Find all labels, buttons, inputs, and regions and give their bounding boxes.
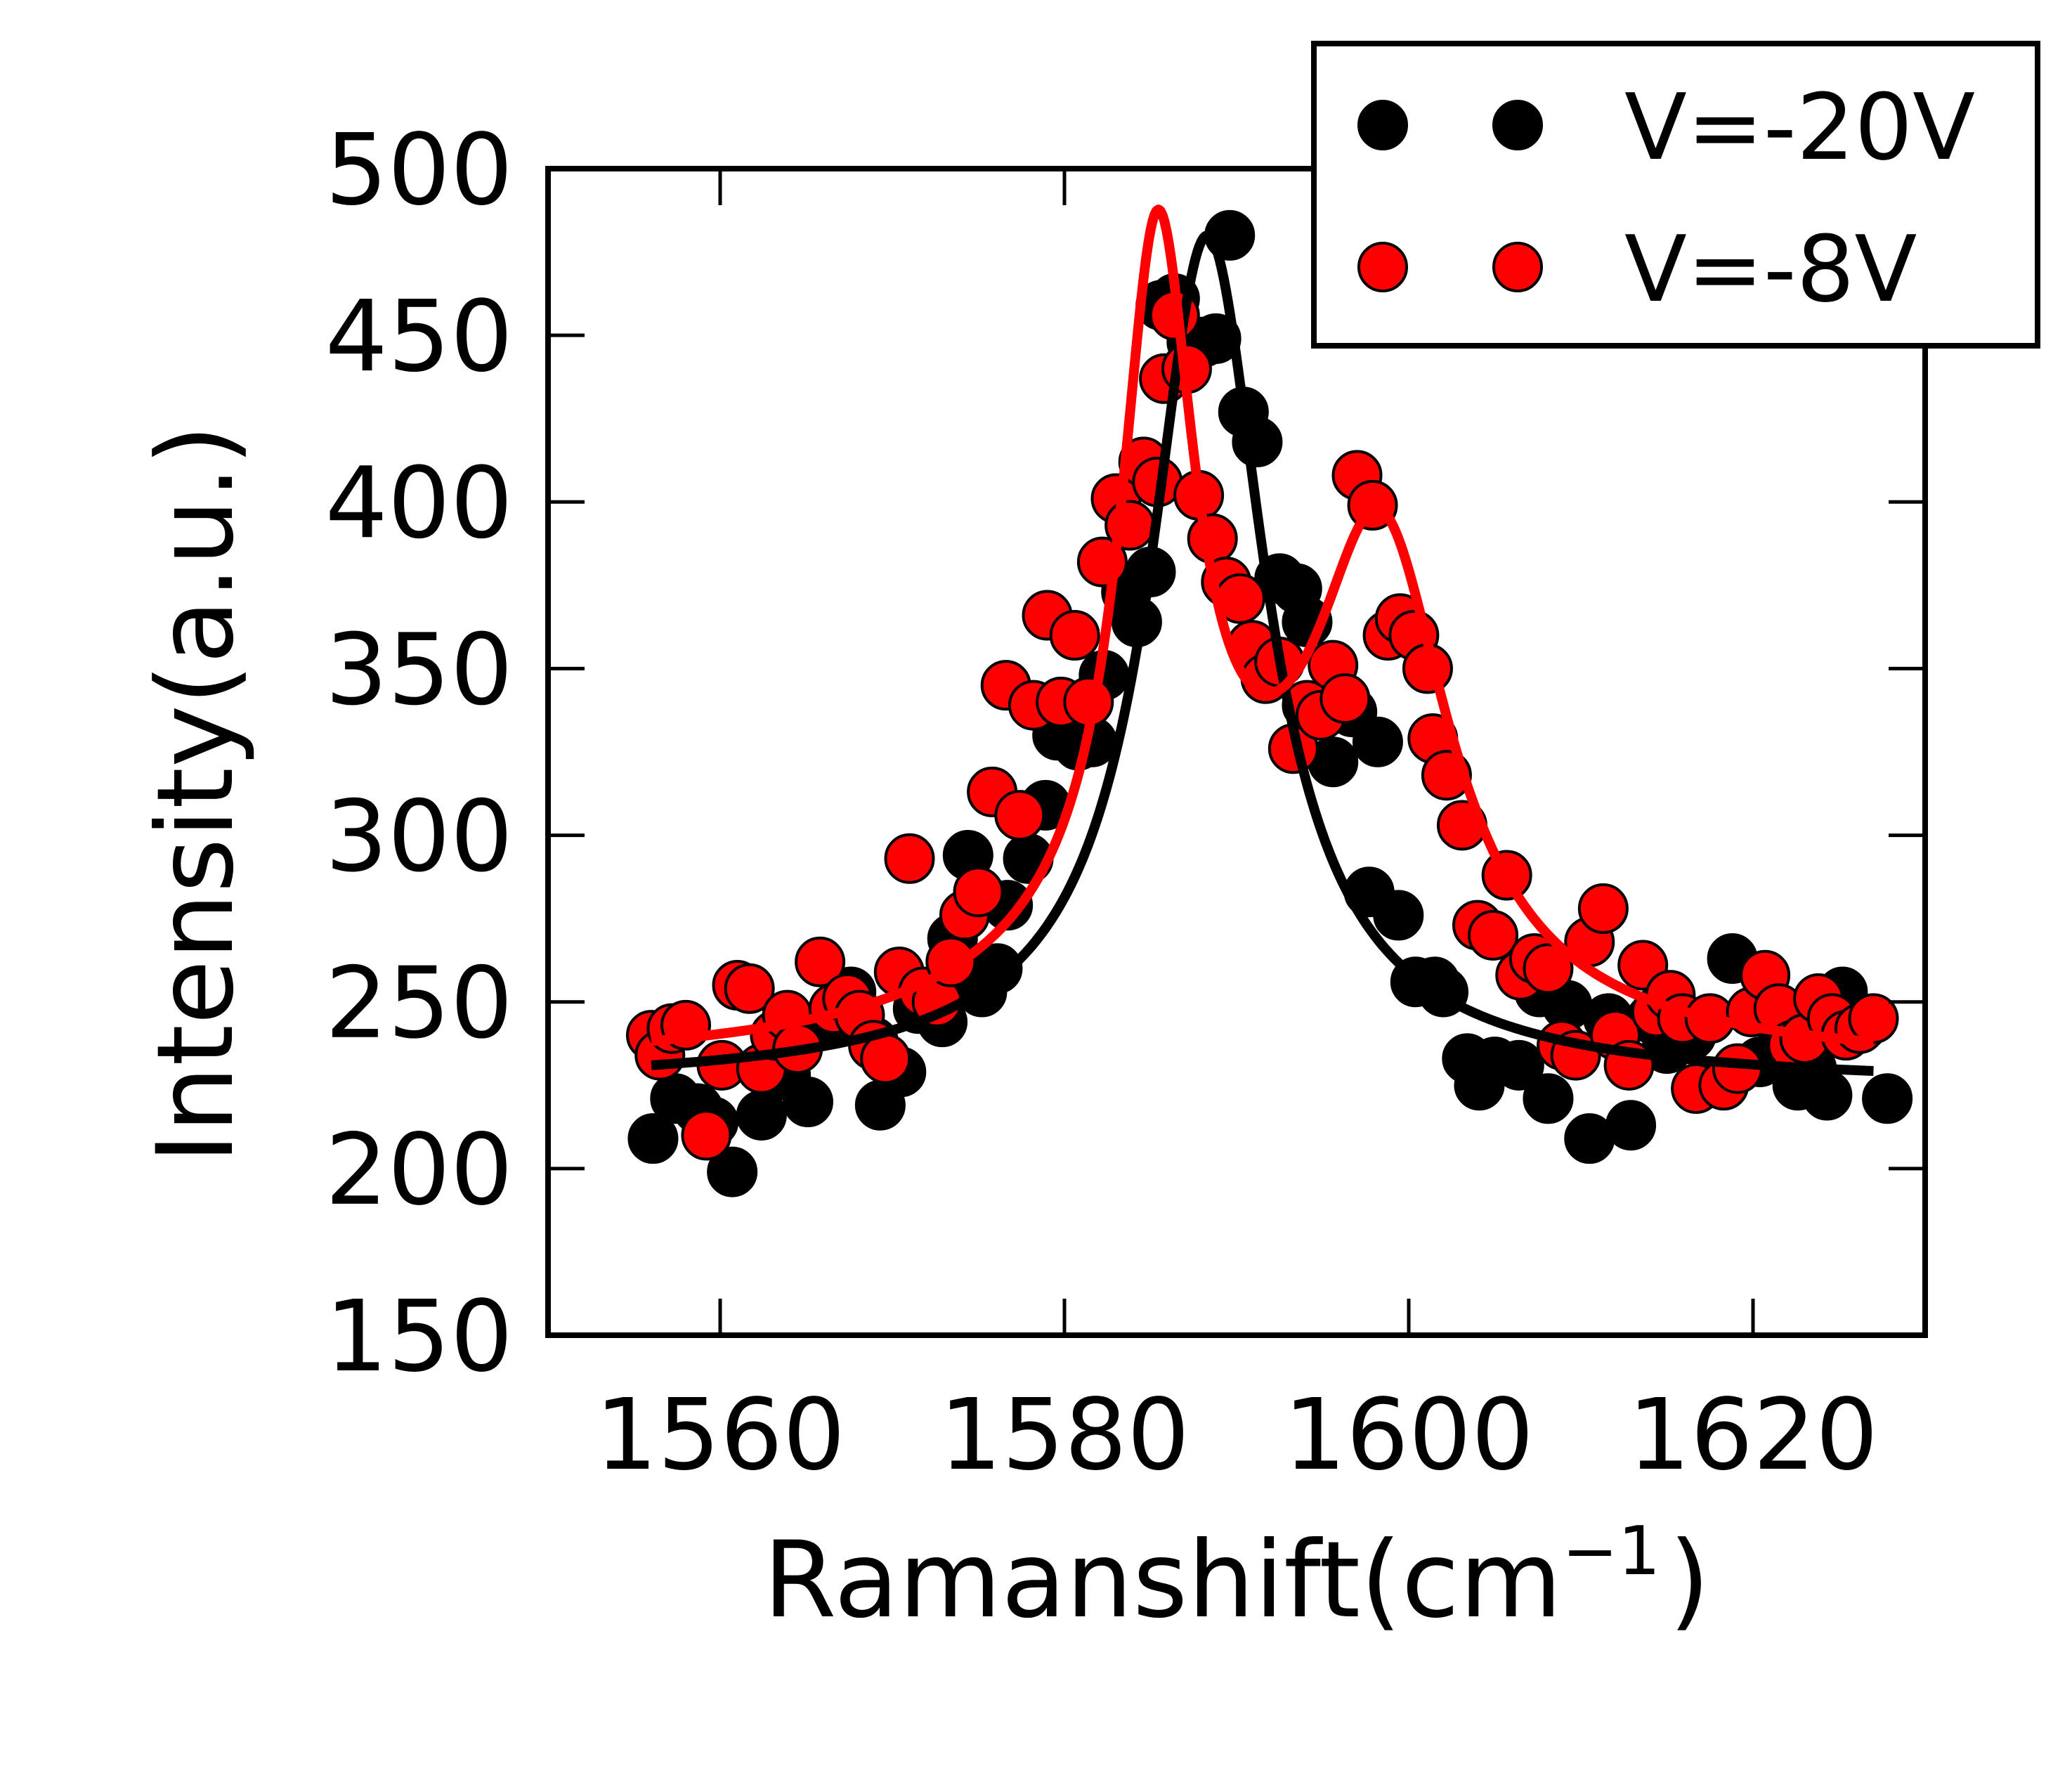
x-tick-label: 1580	[939, 1378, 1190, 1493]
data-point	[1605, 1100, 1657, 1151]
y-tick-label: 400	[325, 446, 513, 561]
x-tick-label: 1600	[1284, 1378, 1534, 1493]
fit-line-v-20	[648, 230, 1877, 1076]
data-point	[1320, 673, 1371, 725]
y-axis-label: Intensity(a.u.)	[135, 424, 257, 1164]
data-point	[1049, 610, 1100, 661]
y-tick-label: 250	[325, 947, 513, 1061]
data-point	[795, 936, 846, 987]
data-point	[1523, 1073, 1574, 1124]
y-tick-label: 300	[325, 780, 513, 895]
data-point	[860, 1033, 911, 1084]
y-tick-label: 350	[325, 613, 513, 727]
data-point	[1468, 909, 1519, 961]
legend: V=-20V V=-8V	[1311, 41, 2040, 349]
fit-line-v-8	[648, 204, 1877, 1047]
data-point	[884, 833, 935, 884]
data-point	[994, 790, 1045, 841]
plot-frame	[545, 166, 1928, 1338]
data-point	[1352, 716, 1403, 767]
data-point	[1523, 943, 1574, 994]
data-point	[707, 1146, 758, 1197]
data-point	[1493, 1039, 1544, 1091]
data-point	[953, 866, 1004, 918]
data-point	[782, 1077, 833, 1127]
data-point	[1577, 883, 1629, 934]
x-axis-label: Ramanshift(cm−1)	[763, 1513, 1710, 1642]
data-point	[1373, 890, 1424, 941]
x-tick-label: 1620	[1628, 1378, 1878, 1493]
series-layer	[626, 204, 1913, 1197]
legend-marker-black-2	[1492, 100, 1543, 150]
y-tick-label: 200	[325, 1113, 513, 1228]
y-tick-labels: 150 200 250 300 350 400 450 500	[325, 113, 513, 1394]
x-tick-label: 1560	[595, 1378, 845, 1493]
data-point	[627, 1113, 679, 1164]
x-tick-labels: 1560 1580 1600 1620	[595, 1378, 1878, 1493]
data-point	[1232, 416, 1283, 467]
data-point	[724, 963, 775, 1014]
y-tick-label: 450	[325, 280, 513, 394]
data-point	[1801, 1070, 1853, 1121]
legend-marker-black-1	[1357, 100, 1408, 150]
data-point	[1862, 1073, 1913, 1124]
legend-marker-red-2	[1492, 242, 1543, 292]
y-tick-label: 500	[325, 113, 513, 228]
legend-marker-red-1	[1357, 242, 1408, 292]
data-point	[1848, 993, 1899, 1044]
legend-label-v-20: V=-20V	[1624, 74, 1975, 181]
y-tick-label: 150	[325, 1280, 513, 1394]
data-point	[681, 1110, 732, 1161]
legend-label-v-8: V=-8V	[1624, 216, 1917, 323]
legend-box	[1311, 41, 2040, 349]
